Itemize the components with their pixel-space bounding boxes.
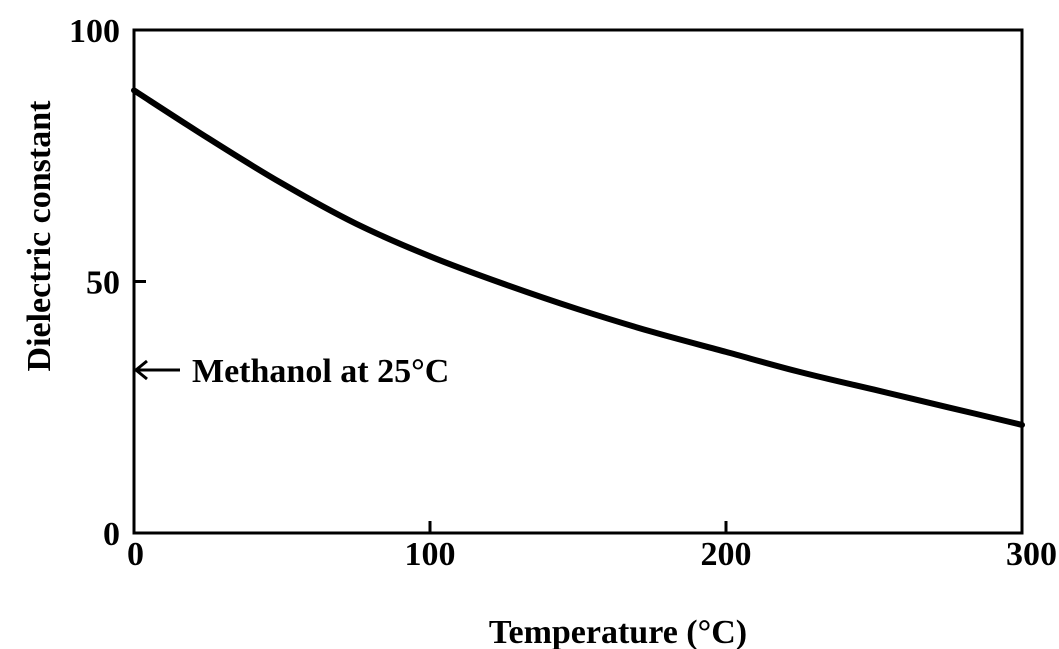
y-axis-ticks	[134, 28, 146, 535]
y-tick-label: 50	[86, 265, 120, 302]
y-tick-label: 0	[103, 516, 120, 553]
y-axis-tick-labels: 0 50 100	[69, 13, 120, 553]
x-axis-ticks	[132, 521, 1024, 533]
annotation-text: Methanol at 25°C	[192, 353, 449, 390]
plot-frame	[132, 28, 1024, 535]
y-axis-label: Dielectric constant	[21, 100, 58, 372]
x-tick-label: 300	[1006, 536, 1057, 573]
x-tick-label: 200	[701, 536, 752, 573]
x-tick-label: 0	[127, 536, 144, 573]
methanol-annotation: Methanol at 25°C	[133, 353, 449, 390]
x-axis-label: Temperature (°C)	[489, 614, 747, 649]
dielectric-curve	[131, 87, 1025, 428]
annotation-arrow-head	[133, 359, 148, 381]
y-tick-label: 100	[69, 13, 120, 50]
x-tick-label: 100	[405, 536, 456, 573]
x-axis-tick-labels: 0 100 200 300	[127, 536, 1057, 573]
